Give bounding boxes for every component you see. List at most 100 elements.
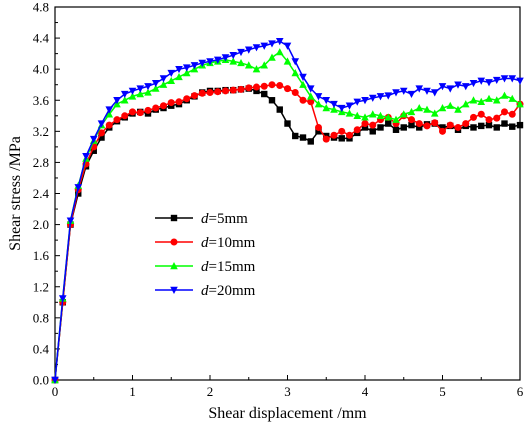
data-point bbox=[268, 40, 276, 48]
data-point bbox=[322, 104, 331, 112]
data-point bbox=[478, 122, 485, 130]
x-tick-label: 4 bbox=[362, 384, 369, 399]
legend-label-value: =10mm bbox=[209, 235, 256, 251]
data-point bbox=[237, 48, 245, 57]
data-point bbox=[167, 99, 175, 107]
data-point bbox=[516, 77, 524, 85]
data-point bbox=[299, 96, 307, 104]
data-point bbox=[493, 114, 501, 122]
data-point bbox=[113, 116, 121, 124]
y-tick-label: 4.8 bbox=[33, 0, 49, 15]
data-point bbox=[299, 80, 307, 88]
data-point bbox=[361, 97, 369, 105]
x-tick-label: 5 bbox=[439, 384, 446, 399]
data-point bbox=[120, 96, 129, 104]
data-point bbox=[469, 96, 478, 104]
legend-label-variable: d bbox=[201, 211, 209, 227]
data-point bbox=[454, 81, 462, 89]
data-point bbox=[470, 113, 477, 121]
data-point bbox=[136, 85, 145, 93]
data-point bbox=[182, 64, 191, 72]
data-point bbox=[152, 104, 160, 112]
data-point bbox=[268, 81, 276, 89]
data-point bbox=[423, 87, 431, 95]
data-point bbox=[206, 88, 214, 96]
data-point bbox=[299, 73, 307, 81]
data-point bbox=[415, 85, 424, 93]
data-point bbox=[129, 108, 136, 116]
legend-label-variable: d bbox=[201, 235, 209, 251]
data-point bbox=[144, 88, 152, 96]
data-point bbox=[492, 76, 501, 85]
data-point bbox=[385, 120, 392, 127]
data-point bbox=[368, 94, 377, 102]
data-point bbox=[82, 153, 90, 161]
data-point bbox=[167, 76, 176, 85]
data-point bbox=[159, 80, 168, 88]
data-point bbox=[446, 85, 455, 93]
data-point bbox=[461, 83, 470, 91]
y-tick-label: 4.4 bbox=[33, 31, 50, 46]
data-point bbox=[75, 190, 82, 197]
data-point bbox=[128, 87, 137, 95]
data-point bbox=[353, 98, 362, 106]
data-point bbox=[291, 69, 300, 77]
data-point bbox=[237, 85, 245, 93]
data-point bbox=[275, 48, 284, 56]
data-point bbox=[500, 91, 509, 99]
data-point bbox=[439, 127, 446, 135]
data-point bbox=[253, 83, 260, 91]
data-point bbox=[276, 81, 284, 89]
data-point bbox=[477, 97, 486, 106]
data-point bbox=[454, 105, 462, 113]
data-point bbox=[244, 61, 253, 69]
data-point bbox=[314, 93, 323, 101]
data-point bbox=[229, 86, 237, 94]
data-point bbox=[283, 57, 292, 65]
y-axis-title: Shear stress /MPa bbox=[7, 136, 24, 251]
y-tick-label: 4.0 bbox=[33, 62, 49, 77]
series-1 bbox=[51, 85, 524, 384]
x-tick-label: 2 bbox=[207, 384, 214, 399]
data-point bbox=[90, 147, 97, 154]
y-tick-label: 2.0 bbox=[33, 217, 49, 232]
x-axis-title: Shear displacement /mm bbox=[208, 405, 367, 422]
data-point bbox=[384, 92, 393, 100]
legend-label: d=5mm bbox=[201, 211, 248, 227]
legend-label: d=10mm bbox=[201, 235, 256, 251]
data-point bbox=[500, 75, 509, 83]
data-point bbox=[291, 58, 300, 66]
data-point bbox=[89, 135, 98, 144]
data-point bbox=[214, 88, 222, 96]
data-point bbox=[237, 58, 245, 67]
data-point bbox=[58, 295, 67, 303]
data-point bbox=[516, 121, 524, 129]
data-point bbox=[330, 100, 338, 109]
data-point bbox=[98, 129, 105, 137]
legend-label: d=20mm bbox=[201, 283, 256, 299]
data-point bbox=[376, 111, 385, 119]
y-tick-label: 0.8 bbox=[33, 310, 49, 325]
data-point bbox=[136, 90, 145, 98]
data-point bbox=[229, 57, 238, 65]
data-point bbox=[470, 124, 477, 131]
x-tick-label: 1 bbox=[129, 384, 136, 399]
y-tick-label: 0.4 bbox=[33, 341, 50, 356]
data-point bbox=[128, 92, 137, 100]
data-point bbox=[314, 100, 323, 108]
data-point bbox=[493, 124, 500, 131]
data-point bbox=[330, 131, 338, 139]
data-point bbox=[384, 113, 393, 121]
data-point bbox=[407, 107, 416, 116]
data-point bbox=[439, 124, 446, 131]
data-point bbox=[291, 88, 299, 96]
data-point bbox=[338, 135, 345, 142]
data-point bbox=[51, 376, 59, 384]
data-point bbox=[206, 58, 214, 66]
data-point bbox=[136, 109, 144, 117]
legend-item: d=20mm bbox=[155, 283, 256, 299]
data-point bbox=[175, 72, 183, 81]
data-point bbox=[368, 110, 377, 118]
data-point bbox=[159, 75, 168, 83]
data-point bbox=[252, 44, 261, 52]
